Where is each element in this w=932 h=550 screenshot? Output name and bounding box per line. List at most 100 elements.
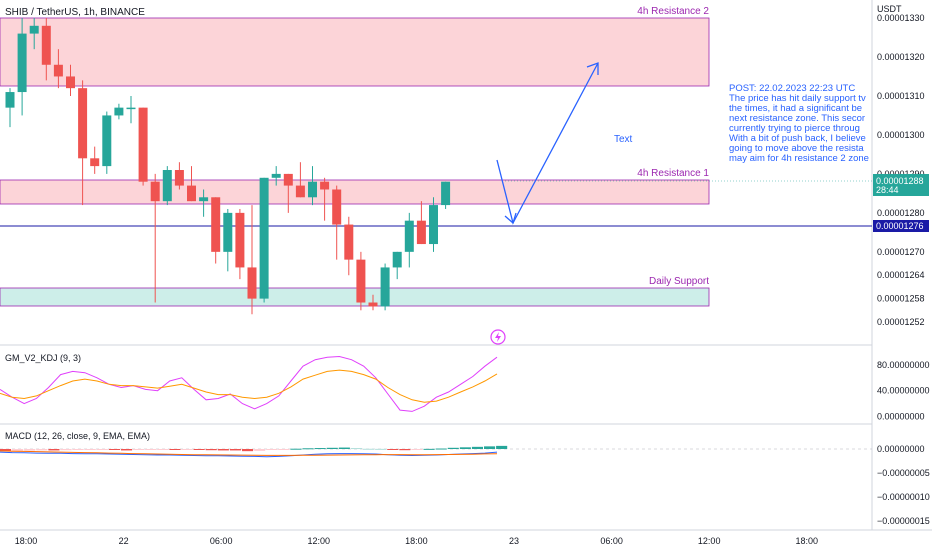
candle-body [53,64,63,77]
macd-histogram-bar [96,449,108,450]
candles [5,18,451,315]
macd-histogram-bar [121,449,133,451]
macd-series-macd [0,451,498,458]
candle-body [138,107,148,182]
candle-body [392,251,402,268]
support-zone[interactable] [0,287,710,307]
time-axis[interactable]: 18:00 22 06:00 12:00 18:00 23 06:00 12:00 18:00 [15,536,818,546]
candle-body [78,88,88,159]
price-tick-label: 0.00001264 [877,270,925,280]
price-tick-label: 0.00001270 [877,247,925,257]
post-line: With a bit of push back, I believe [729,133,866,144]
macd-histogram-bar [181,449,193,450]
candle-body [416,220,426,245]
macd-histogram-bar [326,447,338,449]
candle-body [17,33,27,93]
macd-histogram-bar [350,448,362,450]
lightning-icon[interactable] [490,329,506,345]
price-axis[interactable]: 0.00001330 0.00001320 0.00001310 0.00001300… [877,13,925,327]
forecast-arrow[interactable] [496,62,599,225]
symbol-title: SHIB / TetherUS, 1h, BINANCE [5,7,145,18]
price-tick-label: 0.00001320 [877,52,925,62]
candle-body [380,267,390,307]
candle-body [223,212,233,252]
resistance-1-zone[interactable] [0,179,710,205]
price-tick-label: 0.00001310 [877,91,925,101]
candle-body [356,259,366,303]
post-line: The price has hit daily support tv [729,93,866,104]
kdj-series-k [0,355,498,412]
time-tick-label: 06:00 [210,536,233,546]
macd-histogram-bar [459,447,471,449]
macd-histogram-bar [399,449,411,451]
macd-histogram-bar [496,445,508,449]
time-tick-label: 06:00 [600,536,623,546]
macd-histogram-bar [0,449,12,452]
price-tick-label: 0.00001290 [877,169,925,179]
line-price-value: 0.00001276 [876,221,924,231]
candle-body [90,158,100,167]
annotation-text[interactable]: Text [614,134,633,145]
macd-plot [0,445,508,458]
post-line: may aim for 4h resistance 2 zone [729,153,869,164]
candle-body [211,197,221,252]
candle-body [126,107,136,110]
current-price-value: 0.00001288 [876,176,924,186]
macd-histogram-bar [242,449,254,452]
macd-histogram-bar [60,449,72,451]
currency-label: USDT [877,4,902,14]
macd-histogram-bar [338,447,350,449]
candle-body [162,170,172,202]
zones [0,17,872,307]
macd-histogram-bar [447,447,459,449]
candle-body [368,302,378,307]
macd-histogram-bar [254,449,266,451]
candle-body [429,205,438,245]
candle-body [308,181,317,198]
candle-body [66,76,75,89]
price-tick-label: 0.00001280 [877,208,925,218]
post-line: the times, it had a significant be [729,103,862,114]
macd-histogram-bar [217,449,229,451]
macd-tick-label: −0.00000015 [877,516,930,526]
macd-histogram-bar [48,449,60,451]
resistance-2-zone[interactable] [0,17,710,87]
candle-body [114,107,124,116]
candle-body [332,189,342,225]
macd-histogram-bar [205,449,217,451]
candle-body [404,220,414,252]
macd-histogram-bar [435,448,447,450]
candle-body [247,267,257,299]
macd-histogram-bar [302,448,314,450]
grid [0,0,932,531]
candle-body [344,224,354,260]
time-tick-label: 23 [509,536,519,546]
macd-axis: 0.00000000 −0.00000005 −0.00000010 −0.00000… [877,444,930,526]
macd-tick-label: −0.00000005 [877,468,930,478]
macd-histogram-bar [229,449,241,451]
candle-body [29,25,39,34]
macd-histogram-bar [471,446,483,449]
time-tick-label: 12:00 [698,536,721,546]
macd-histogram-bar [169,449,181,450]
macd-series-signal [0,450,498,456]
kdj-axis: 80.00000000 40.00000000 0.00000000 [877,360,930,422]
macd-histogram-bar [108,449,120,450]
kdj-label: GM_V2_KDJ (9, 3) [5,353,81,363]
time-tick-label: 12:00 [308,536,331,546]
candle-body [259,177,269,299]
macd-histogram-bar [290,448,302,450]
macd-histogram-bar [145,449,157,450]
candle-countdown: 28:44 [876,185,899,195]
line-price-badge: 0.00001276 [873,220,929,232]
macd-histogram-bar [423,448,435,450]
resistance-1-label: 4h Resistance 1 [637,168,709,179]
macd-label: MACD (12, 26, close, 9, EMA, EMA) [5,431,150,441]
macd-histogram-bar [411,449,423,450]
price-tick-label: 0.00001330 [877,13,925,23]
candle-body [271,173,281,178]
post-line: POST: 22.02.2023 22:23 UTC [729,83,855,94]
candle-body [174,170,184,186]
